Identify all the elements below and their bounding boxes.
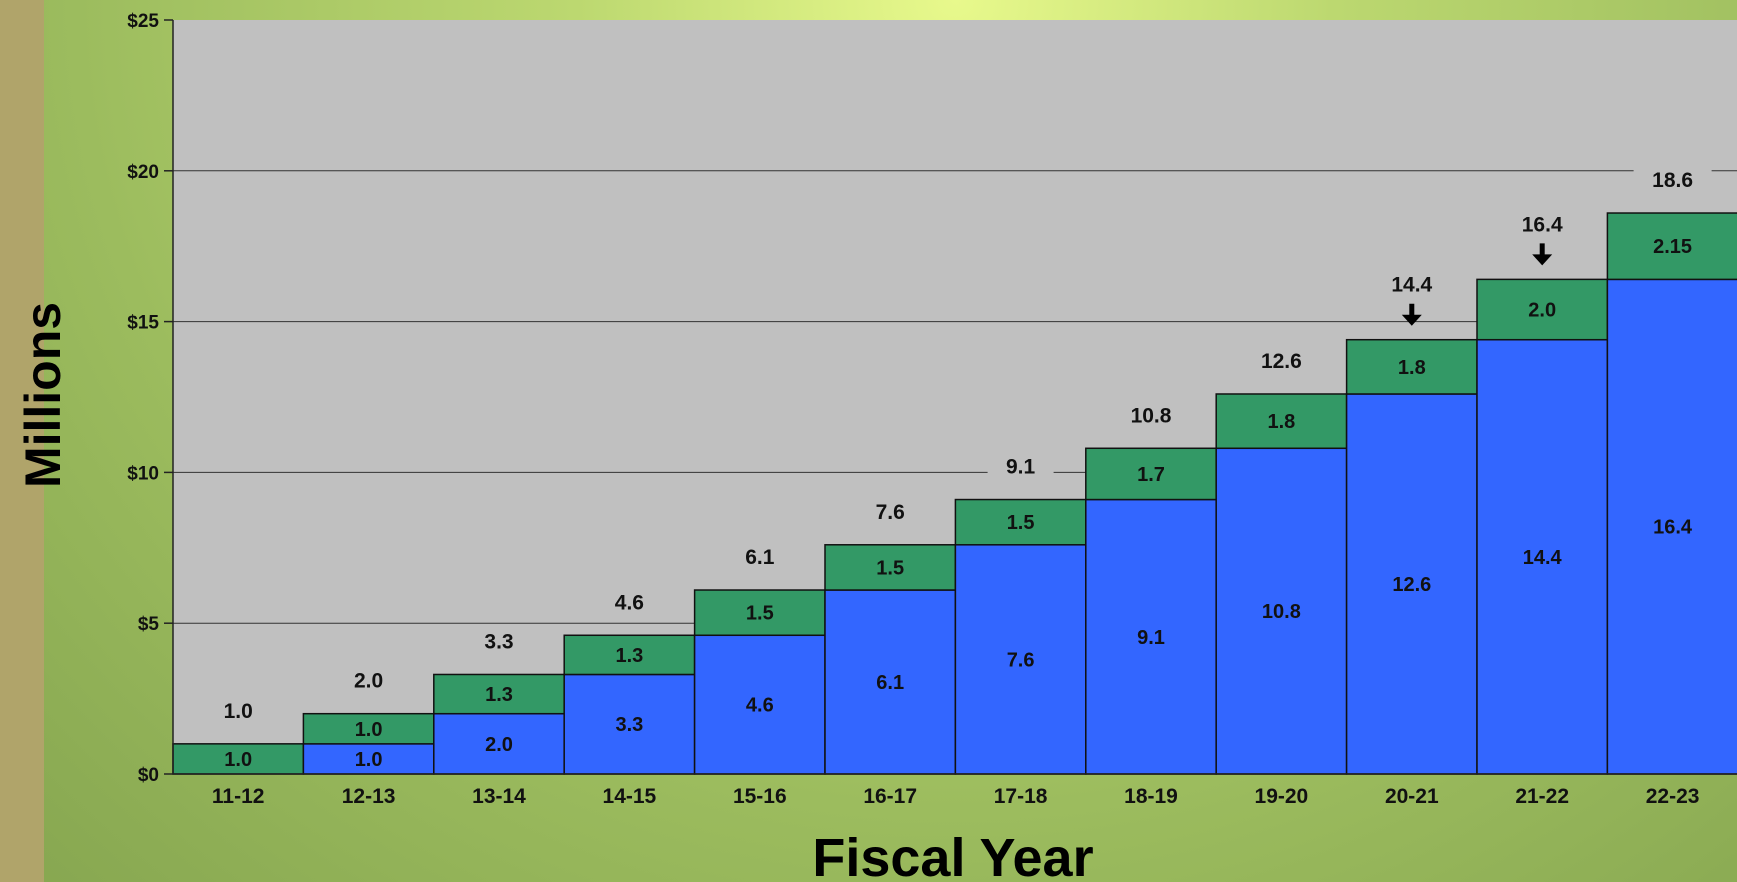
- total-label: 16.4: [1522, 213, 1563, 236]
- data-label-base: 10.8: [1262, 601, 1301, 623]
- data-label-base: 7.6: [1007, 649, 1035, 671]
- down-arrow-icon: [1401, 303, 1422, 326]
- bar-segment-increment: [954, 498, 1087, 546]
- total-label: 12.6: [1261, 350, 1302, 373]
- bar-segment-increment: [693, 589, 826, 637]
- data-label-increment: 1.8: [1398, 357, 1426, 379]
- x-tick-label: 16-17: [863, 785, 917, 808]
- data-label-increment: 1.7: [1137, 464, 1165, 486]
- total-label-backdrop: [205, 697, 272, 726]
- x-tick-label: 12-13: [342, 785, 396, 808]
- data-label-base: 14.4: [1523, 547, 1563, 569]
- y-tick-label: $10: [127, 463, 159, 484]
- left-decorative-strip: [0, 0, 44, 882]
- bar-segment-increment: [302, 712, 435, 745]
- total-label-backdrop: [857, 498, 924, 527]
- data-label-base: 12.6: [1392, 574, 1431, 596]
- total-label: 2.0: [354, 670, 383, 693]
- data-label-increment: 1.5: [876, 557, 904, 579]
- bar-segment-increment: [563, 634, 696, 676]
- x-axis-title: Fiscal Year: [812, 828, 1093, 882]
- x-tick-label: 15-16: [733, 785, 787, 808]
- data-label-base: 9.1: [1137, 627, 1165, 649]
- x-tick-label: 21-22: [1515, 785, 1569, 808]
- total-label-backdrop: [1503, 211, 1582, 240]
- x-tick-label: 11-12: [212, 785, 265, 808]
- total-label-backdrop: [466, 628, 532, 657]
- down-arrow-icon: [1532, 243, 1553, 266]
- y-tick-label: $0: [138, 765, 159, 786]
- x-tick-label: 13-14: [472, 785, 526, 808]
- total-label: 10.8: [1131, 404, 1172, 427]
- bar-segment-increment: [824, 544, 957, 591]
- total-label-backdrop: [1112, 402, 1190, 431]
- bar-segment-base: [824, 589, 957, 775]
- y-tick-label: $20: [127, 162, 159, 183]
- data-label-base: 6.1: [876, 672, 904, 694]
- bar-segment-increment: [1476, 278, 1609, 341]
- total-label: 4.6: [615, 591, 644, 614]
- total-label-backdrop: [335, 667, 402, 696]
- data-label-base: 3.3: [615, 714, 643, 736]
- total-label-backdrop: [726, 544, 793, 573]
- total-label-backdrop: [596, 589, 663, 618]
- x-tick-label: 19-20: [1255, 785, 1309, 808]
- y-tick-label: $15: [127, 313, 159, 334]
- data-label-increment: 2.0: [1528, 300, 1556, 322]
- x-tick-label: 22-23: [1646, 785, 1700, 808]
- total-label: 3.3: [484, 630, 513, 653]
- data-label-increment: 1.0: [355, 719, 383, 741]
- total-label: 6.1: [745, 546, 775, 569]
- bar-segment-base: [563, 673, 696, 775]
- y-axis-title: Millions: [15, 302, 71, 488]
- data-label-increment: 1.3: [615, 645, 643, 667]
- data-label-increment: 1.8: [1267, 411, 1295, 433]
- data-label-increment: 2.15: [1653, 236, 1692, 258]
- bar-segment-base: [1476, 338, 1609, 775]
- y-tick-label: $5: [138, 614, 160, 635]
- data-label-base: 4.6: [746, 695, 774, 717]
- total-label: 1.0: [224, 700, 253, 723]
- x-tick-label: 14-15: [603, 785, 657, 808]
- bar-segment-increment: [1606, 212, 1737, 281]
- data-label-base: 16.4: [1653, 517, 1693, 539]
- bar-segment-increment: [433, 673, 565, 715]
- axes: $0 $5 $10 $15 $20 $25 11-12 12-13 13-14 14-15 15-1…: [127, 11, 1737, 808]
- bars: [172, 212, 1737, 775]
- total-label: 9.1: [1006, 456, 1036, 479]
- data-label-base: 1.0: [355, 749, 383, 771]
- data-label-increment: 1.3: [485, 684, 513, 706]
- total-label-backdrop: [1372, 271, 1451, 300]
- bar-segment-base: [693, 634, 826, 775]
- x-tick-label: 20-21: [1385, 785, 1439, 808]
- data-label-increment: 1.0: [224, 749, 252, 771]
- bar-segment-base: [954, 544, 1087, 775]
- data-labels: 1.0 1.0 1.0 1.0 2.0 2.0 1.3 3.3 3.3 1.3 4.6 4.6 1.5 6…: [205, 167, 1712, 771]
- data-label-increment: 1.5: [746, 603, 774, 625]
- total-label-backdrop: [1242, 347, 1321, 376]
- total-label-backdrop: [1633, 167, 1712, 196]
- total-label: 18.6: [1652, 169, 1693, 192]
- y-tick-label: $25: [127, 11, 159, 32]
- x-tick-label: 17-18: [994, 785, 1048, 808]
- total-label: 14.4: [1391, 274, 1432, 297]
- bar-segment-increment: [1345, 338, 1478, 395]
- bar-segment-base: [433, 712, 565, 775]
- bar-segment-increment: [1085, 447, 1217, 501]
- data-label-base: 2.0: [485, 734, 513, 756]
- bar-segment-increment: [1215, 393, 1348, 450]
- bar-segment-base: [1215, 447, 1348, 775]
- x-tick-label: 18-19: [1124, 785, 1178, 808]
- bar-segment-base: [1606, 278, 1737, 775]
- data-label-increment: 1.5: [1007, 512, 1035, 534]
- total-label: 7.6: [876, 501, 905, 524]
- total-label-backdrop: [987, 453, 1054, 482]
